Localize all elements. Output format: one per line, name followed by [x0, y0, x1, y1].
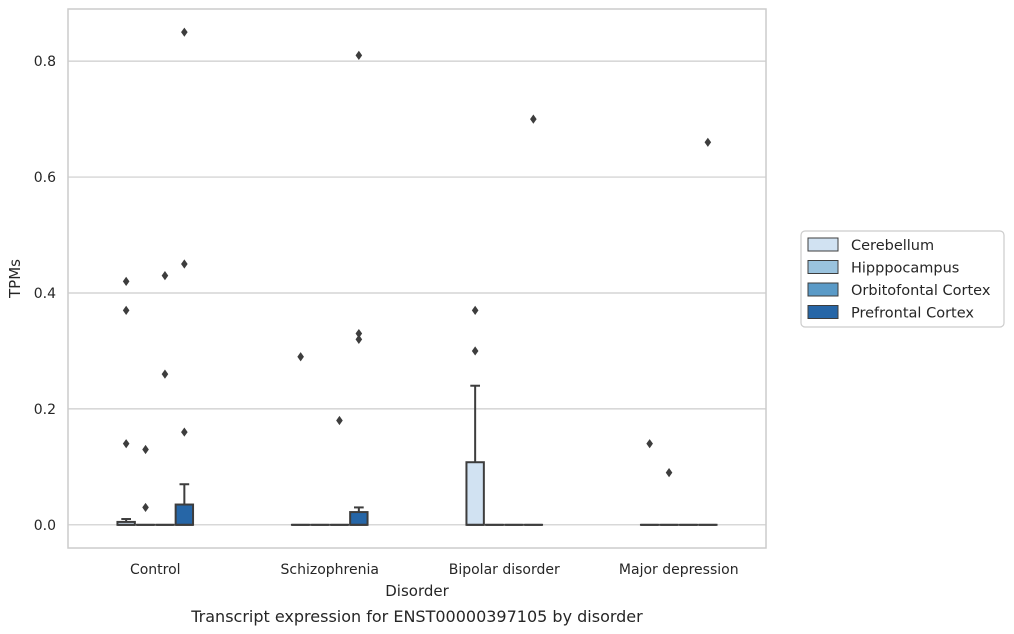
x-tick-labels: Control Schizophrenia Bipolar disorder Majo…: [130, 562, 739, 578]
gridlines: [68, 60, 766, 526]
outlier-point: [181, 427, 188, 437]
box-prefrontal-cortex: [698, 137, 718, 526]
legend: Cerebellum Hipppocampus Orbitofontal Corte…: [800, 230, 1005, 328]
box-prefrontal-cortex: [523, 114, 544, 526]
outlier-point: [181, 27, 188, 37]
outlier-point: [142, 444, 149, 455]
box-orbitofontal-cortex: [155, 271, 175, 526]
legend-swatch: [807, 260, 839, 274]
y-tick-label: 0.6: [34, 170, 56, 186]
box: [174, 503, 195, 526]
x-tick-label: Control: [130, 562, 181, 578]
outlier-point: [355, 334, 363, 344]
outlier-point: [161, 369, 169, 379]
outlier-point: [122, 305, 130, 315]
legend-swatch: [807, 305, 839, 319]
plot-frame: [67, 8, 767, 549]
outlier-point: [142, 502, 149, 513]
outlier-point: [122, 439, 130, 449]
box-prefrontal-cortex: [174, 27, 195, 526]
y-tick-label: 0.8: [34, 54, 56, 70]
box: [465, 461, 485, 526]
box-cerebellum: [290, 352, 311, 526]
y-tick-labels: 0.0 0.2 0.4 0.6 0.8: [34, 54, 56, 534]
box-plots: [116, 27, 718, 526]
outlier-point: [161, 271, 169, 281]
legend-label: Hipppocampus: [851, 261, 959, 277]
box: [349, 511, 369, 526]
outlier-point: [355, 328, 363, 339]
x-tick-label: Major depression: [619, 562, 739, 578]
y-tick-label: 0.0: [34, 518, 56, 534]
y-axis-label: TPMs: [6, 259, 24, 299]
outlier-point: [471, 346, 479, 356]
box-cerebellum: [465, 305, 485, 526]
legend-label: Cerebellum: [851, 238, 934, 254]
y-tick-label: 0.4: [34, 286, 56, 302]
legend-swatch: [807, 282, 839, 297]
box-hipppocampus: [135, 444, 156, 526]
chart-caption: Transcript expression for ENST0000039710…: [190, 607, 643, 626]
box-cerebellum: [639, 439, 660, 526]
box-orbitofontal-cortex: [329, 415, 350, 526]
legend-swatch: [807, 237, 839, 252]
outlier-point: [336, 415, 343, 426]
outlier-point: [297, 352, 304, 362]
box-prefrontal-cortex: [349, 50, 369, 526]
box-hipppocampus: [659, 468, 679, 526]
x-axis-label: Disorder: [385, 582, 449, 600]
legend-frame: [800, 230, 1005, 328]
legend-label: Orbitofontal Cortex: [851, 283, 991, 299]
box-cerebellum: [116, 276, 136, 526]
outlier-point: [122, 276, 130, 286]
outlier-point: [471, 305, 479, 315]
legend-label: Prefrontal Cortex: [851, 306, 974, 322]
outlier-point: [665, 468, 673, 478]
outlier-point: [646, 439, 653, 449]
outlier-point: [704, 137, 712, 147]
outlier-point: [530, 114, 537, 124]
outlier-point: [355, 50, 363, 60]
y-tick-label: 0.2: [34, 402, 56, 418]
x-tick-label: Schizophrenia: [281, 562, 379, 578]
x-tick-label: Bipolar disorder: [449, 562, 560, 578]
outlier-point: [181, 259, 188, 269]
